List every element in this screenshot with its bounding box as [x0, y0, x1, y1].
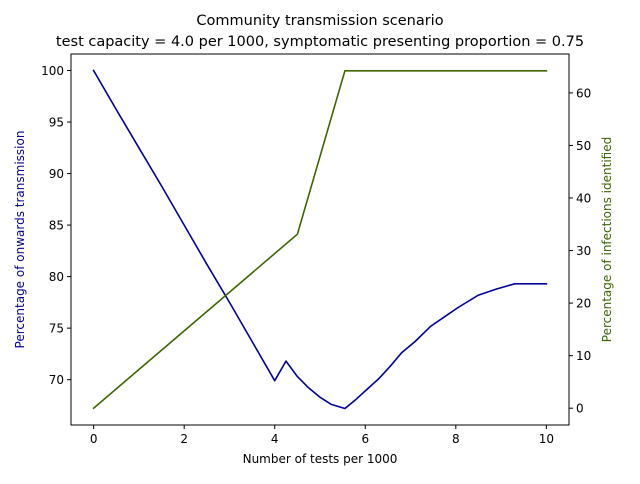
axes-layer: 0 2 4 6 8 10 70 75 80 85 90 95 100 0 10 20 30 40 50 60 — [41, 64, 591, 446]
y-axis-left-label: Percentage of onwards transmission — [13, 131, 27, 349]
series-left-line — [92, 69, 548, 410]
x-tick-label: 0 — [90, 432, 98, 446]
x-tick-label: 8 — [452, 432, 460, 446]
chart-title: Community transmission scenario — [196, 13, 443, 29]
x-tick-label: 4 — [271, 432, 279, 446]
y-right-tick-label: 50 — [576, 139, 591, 153]
series-right-line — [92, 70, 548, 410]
chart-subtitle: test capacity = 4.0 per 1000, symptomati… — [56, 34, 584, 50]
y-left-tick-label: 75 — [49, 322, 64, 336]
y-right-tick-label: 0 — [576, 402, 584, 416]
y-axis-right-label: Percentage of infections identified — [600, 137, 614, 342]
y-right-tick-label: 10 — [576, 349, 591, 363]
y-left-tick-label: 85 — [49, 219, 64, 233]
y-right-tick-label: 60 — [576, 86, 591, 100]
series-layer — [92, 69, 548, 410]
y-right-tick-label: 40 — [576, 191, 591, 205]
x-tick-label: 10 — [539, 432, 554, 446]
plot-frame — [70, 53, 570, 426]
y-left-tick-label: 90 — [49, 167, 64, 181]
y-left-tick-label: 80 — [49, 270, 64, 284]
y-left-tick-label: 70 — [49, 373, 64, 387]
y-left-tick-label: 95 — [49, 116, 64, 130]
y-right-tick-label: 20 — [576, 297, 591, 311]
y-right-tick-label: 30 — [576, 244, 591, 258]
x-axis-label: Number of tests per 1000 — [243, 452, 398, 466]
x-tick-label: 2 — [180, 432, 188, 446]
y-left-tick-label: 100 — [41, 64, 64, 78]
x-tick-label: 6 — [361, 432, 369, 446]
